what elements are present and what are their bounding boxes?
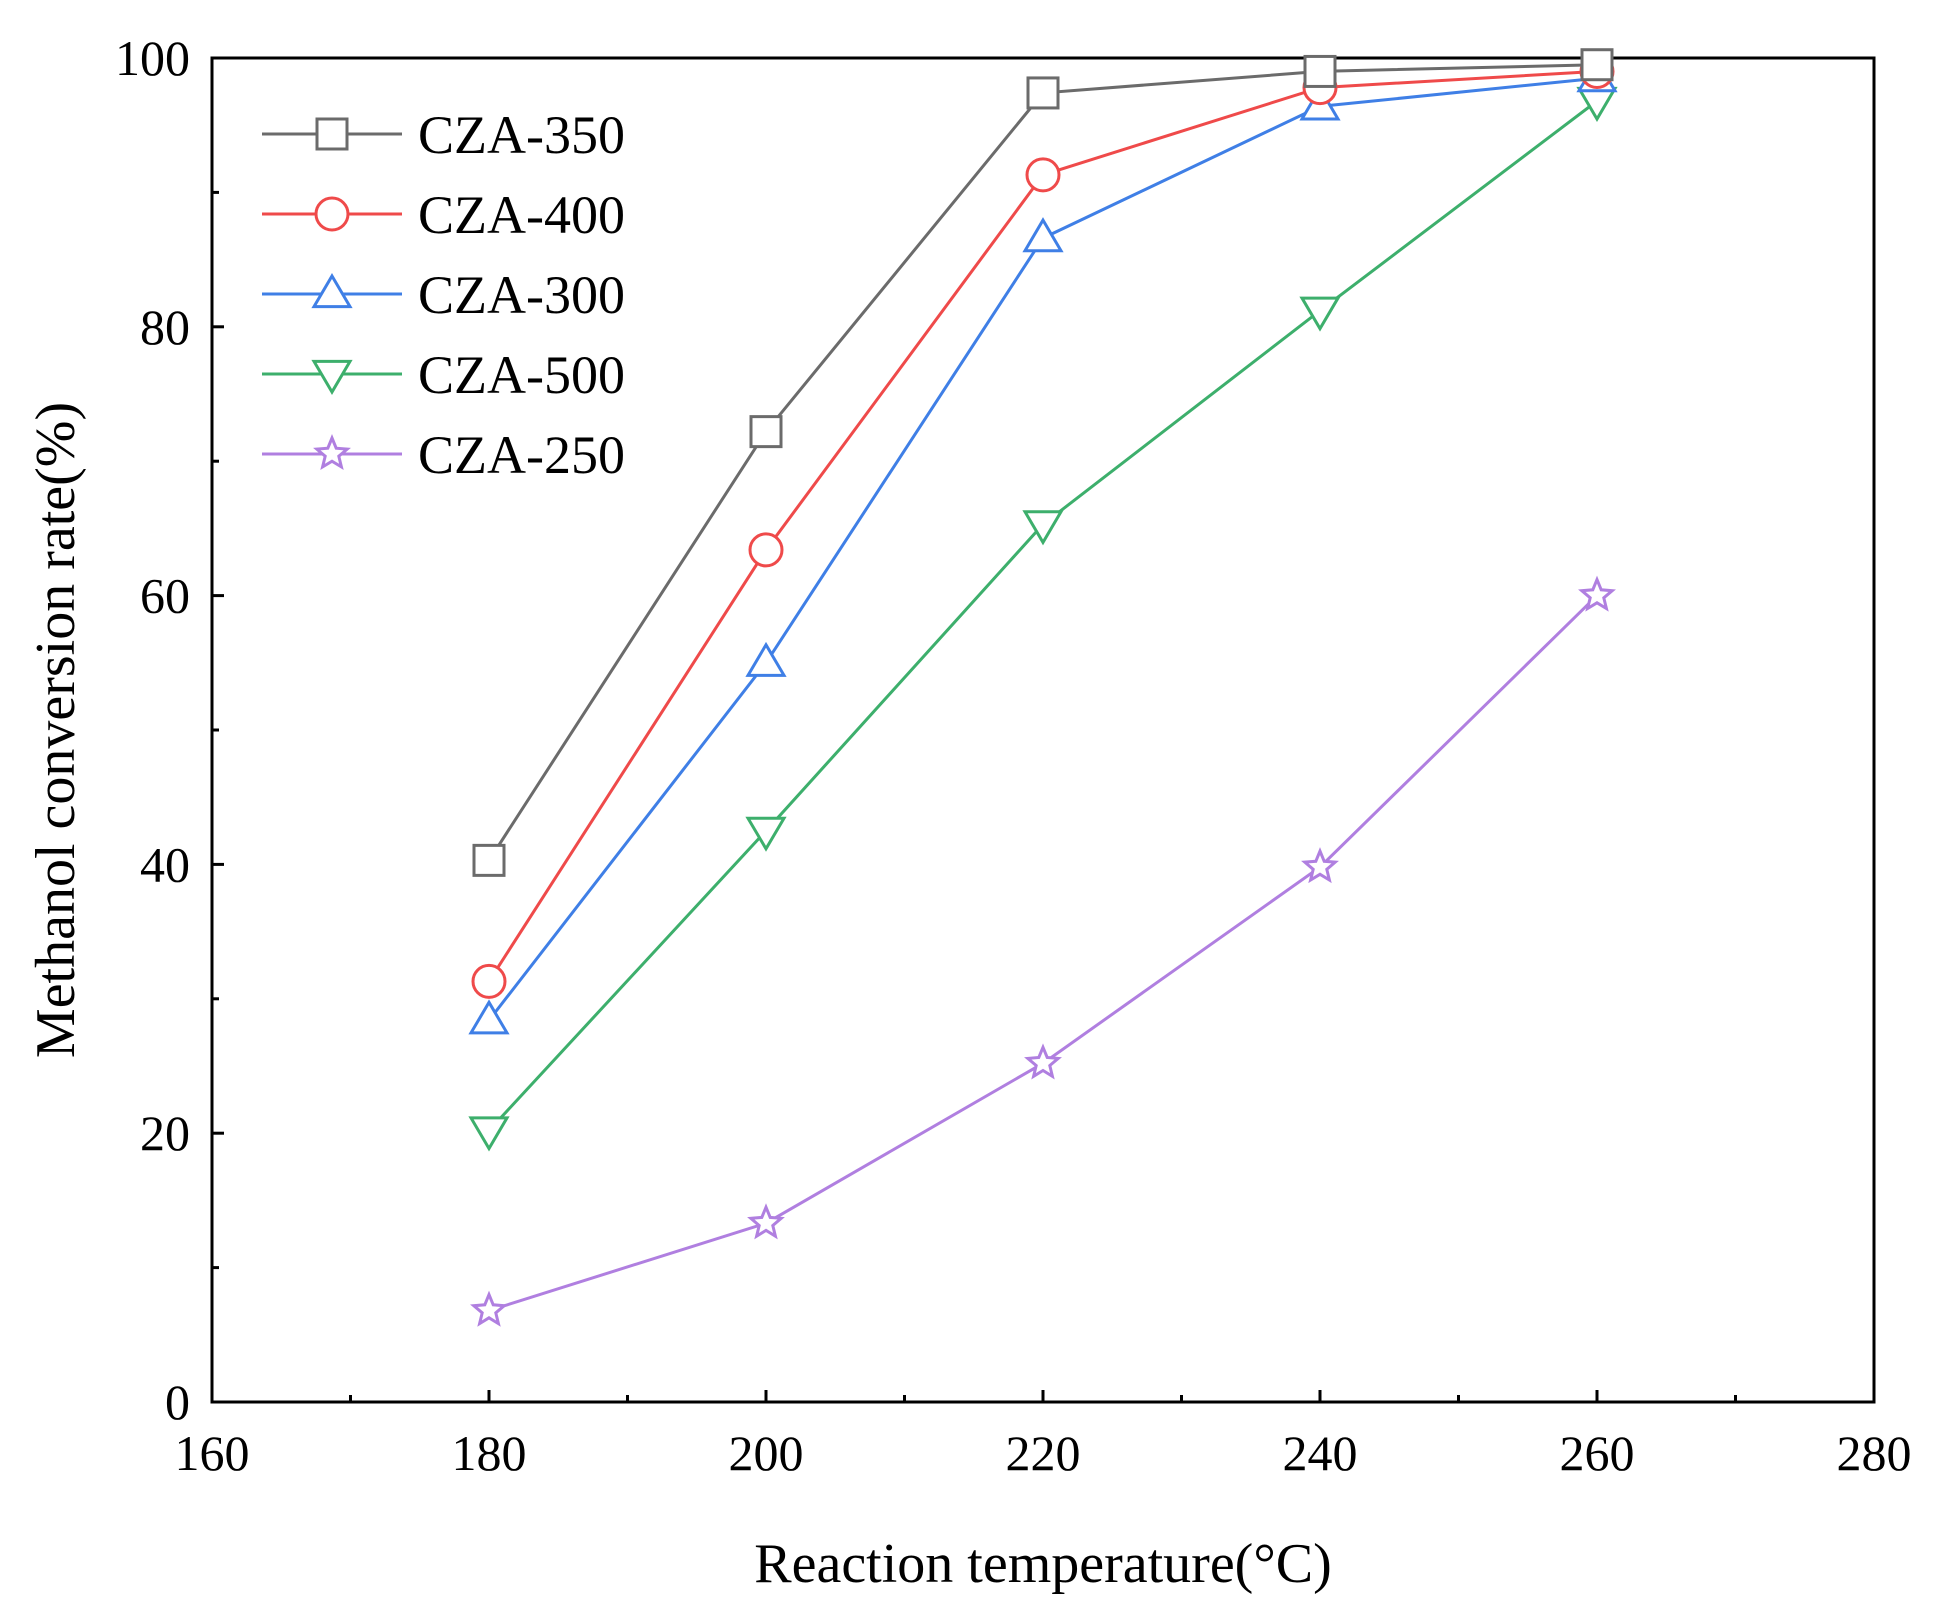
series-cza-350 [472,48,1614,877]
data-point [1022,510,1064,546]
legend-marker [311,273,353,309]
legend-item: CZA-400 [262,185,625,245]
data-point [468,1116,510,1152]
y-tick-label: 60 [140,568,190,624]
data-point [472,843,506,877]
data-point [748,532,784,568]
y-tick-label: 80 [140,299,190,355]
legend-item: CZA-250 [262,425,625,485]
data-point [1578,575,1616,612]
data-point [470,1290,508,1327]
legend-marker [315,117,349,151]
data-point [1303,54,1337,88]
y-tick-label: 20 [140,1105,190,1161]
x-tick-label: 240 [1283,1425,1358,1481]
data-point [468,999,510,1035]
x-tick-label: 260 [1560,1425,1635,1481]
y-tick-label: 100 [115,30,190,86]
series-line [488,594,1599,1313]
legend-item: CZA-300 [262,265,625,325]
plot-area [468,48,1618,1327]
data-point [747,1203,785,1240]
data-point [1022,217,1064,253]
x-tick-label: 180 [452,1425,527,1481]
legend-marker [311,359,353,395]
data-point [1024,1043,1062,1080]
data-point [1580,48,1614,82]
x-tick-label: 200 [729,1425,804,1481]
y-axis-title: Methanol conversion rate(%) [25,402,87,1058]
x-tick-label: 280 [1837,1425,1912,1481]
legend-label: CZA-250 [418,425,625,485]
data-point [1299,296,1341,332]
series-cza-500 [468,86,1618,1152]
x-tick-label: 220 [1006,1425,1081,1481]
plot-frame [210,56,1876,1404]
data-point [749,415,783,449]
legend-label: CZA-400 [418,185,625,245]
legend: CZA-350 CZA-400 CZA-300 CZA-500 CZA-250 [262,105,625,485]
legend-label: CZA-300 [418,265,625,325]
legend-label: CZA-350 [418,105,625,165]
series-cza-250 [470,575,1616,1327]
data-point [471,963,507,999]
legend-label: CZA-500 [418,345,625,405]
data-point [1301,847,1339,884]
axes: 160 180 200 220 240 260 280 0 20 40 60 80 100 [115,30,1912,1481]
data-point [1025,157,1061,193]
series-cza-300 [468,57,1618,1035]
y-tick-label: 40 [140,836,190,892]
x-axis-title: Reaction temperature(°C) [754,1533,1331,1595]
legend-marker [313,434,351,471]
legend-item: CZA-350 [262,105,625,165]
series-line [487,99,1598,1132]
y-tick-label: 0 [165,1374,190,1430]
data-point [1576,86,1618,122]
data-point [745,641,787,677]
data-point [745,816,787,852]
x-tick-label: 160 [175,1425,250,1481]
data-point [1026,76,1060,110]
legend-item: CZA-500 [262,345,625,405]
legend-marker [314,196,350,232]
